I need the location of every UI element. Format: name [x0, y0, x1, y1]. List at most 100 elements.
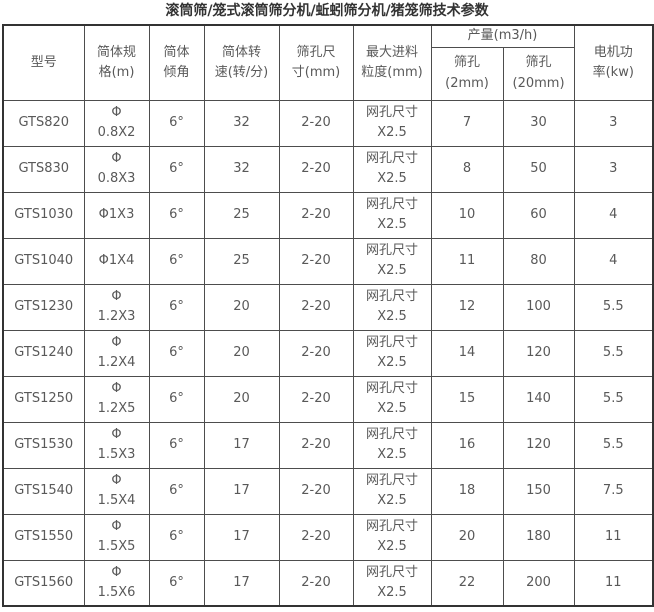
cell-incline: 6° — [148, 467, 205, 515]
cell-model: GTS1540 — [2, 467, 85, 515]
table-row: GTS830 Φ 0.8X3 6° 32 2-20 网孔尺寸 X2.5 8 50 3 — [2, 145, 654, 193]
table-row: GTS820 Φ 0.8X2 6° 32 2-20 网孔尺寸 X2.5 7 30 3 — [2, 99, 654, 147]
cell-output_20mm: 80 — [502, 237, 575, 285]
cell-model: GTS1530 — [2, 421, 85, 469]
cell-speed: 20 — [203, 329, 280, 377]
cell-model: GTS1040 — [2, 237, 85, 285]
table-row: GTS1230 Φ 1.2X3 6° 20 2-20 网孔尺寸 X2.5 12 100 5.5 — [2, 283, 654, 331]
cell-spec: Φ 1.5X3 — [83, 421, 150, 469]
cell-power: 5.5 — [573, 283, 654, 331]
table-body: GTS820 Φ 0.8X2 6° 32 2-20 网孔尺寸 X2.5 7 30 3 GTS830… — [2, 99, 654, 607]
cell-incline: 6° — [148, 237, 205, 285]
cell-incline: 6° — [148, 513, 205, 561]
cell-output_20mm: 200 — [502, 559, 575, 607]
table-row: GTS1240 Φ 1.2X4 6° 20 2-20 网孔尺寸 X2.5 14 120 5.5 — [2, 329, 654, 377]
table-row: GTS1250 Φ 1.2X5 6° 20 2-20 网孔尺寸 X2.5 15 140 5.5 — [2, 375, 654, 423]
cell-spec: Φ 1.5X5 — [83, 513, 150, 561]
col-header-feed: 最大进料 粒度(mm) — [352, 24, 432, 101]
cell-output_20mm: 150 — [502, 467, 575, 515]
cell-hole: 2-20 — [278, 145, 354, 193]
cell-power: 5.5 — [573, 421, 654, 469]
cell-output_20mm: 120 — [502, 421, 575, 469]
cell-power: 3 — [573, 99, 654, 147]
cell-spec: Φ 1.2X5 — [83, 375, 150, 423]
table-row: GTS1550 Φ 1.5X5 6° 17 2-20 网孔尺寸 X2.5 20 180 11 — [2, 513, 654, 561]
cell-hole: 2-20 — [278, 375, 354, 423]
cell-output_2mm: 20 — [430, 513, 504, 561]
cell-output_2mm: 16 — [430, 421, 504, 469]
cell-model: GTS830 — [2, 145, 85, 193]
cell-spec: Φ 0.8X2 — [83, 99, 150, 147]
col-header-output-group: 产量(m3/h) — [430, 24, 575, 48]
cell-hole: 2-20 — [278, 329, 354, 377]
cell-model: GTS1250 — [2, 375, 85, 423]
cell-speed: 17 — [203, 467, 280, 515]
cell-feed: 网孔尺寸 X2.5 — [352, 99, 432, 147]
cell-feed: 网孔尺寸 X2.5 — [352, 237, 432, 285]
cell-model: GTS1230 — [2, 283, 85, 331]
cell-output_20mm: 60 — [502, 191, 575, 239]
cell-feed: 网孔尺寸 X2.5 — [352, 559, 432, 607]
cell-spec: Φ1X3 — [83, 191, 150, 239]
cell-model: GTS1550 — [2, 513, 85, 561]
cell-hole: 2-20 — [278, 237, 354, 285]
cell-output_2mm: 7 — [430, 99, 504, 147]
cell-power: 5.5 — [573, 375, 654, 423]
cell-spec: Φ 0.8X3 — [83, 145, 150, 193]
cell-spec: Φ 1.5X6 — [83, 559, 150, 607]
cell-output_20mm: 30 — [502, 99, 575, 147]
cell-incline: 6° — [148, 421, 205, 469]
col-header-incline: 简体 倾角 — [148, 24, 205, 101]
cell-incline: 6° — [148, 145, 205, 193]
cell-output_2mm: 14 — [430, 329, 504, 377]
cell-model: GTS1560 — [2, 559, 85, 607]
col-header-speed: 简体转 速(转/分) — [203, 24, 280, 101]
col-header-model: 型号 — [2, 24, 85, 101]
cell-output_2mm: 22 — [430, 559, 504, 607]
cell-power: 4 — [573, 237, 654, 285]
cell-output_20mm: 120 — [502, 329, 575, 377]
cell-incline: 6° — [148, 375, 205, 423]
col-header-hole: 筛孔尺 寸(mm) — [278, 24, 354, 101]
col-header-output-20mm: 筛孔 (20mm) — [502, 46, 575, 101]
cell-speed: 20 — [203, 375, 280, 423]
cell-feed: 网孔尺寸 X2.5 — [352, 421, 432, 469]
cell-speed: 17 — [203, 513, 280, 561]
cell-feed: 网孔尺寸 X2.5 — [352, 283, 432, 331]
header-row-sub: 筛孔 (2mm) 筛孔 (20mm) — [3, 46, 653, 101]
header-row-top: 型号 简体规 格(m) 简体 倾角 简体转 速(转/分) 筛孔尺 寸(mm) 最… — [2, 24, 654, 101]
cell-output_20mm: 140 — [502, 375, 575, 423]
cell-spec: Φ1X4 — [83, 237, 150, 285]
cell-output_2mm: 15 — [430, 375, 504, 423]
cell-output_2mm: 11 — [430, 237, 504, 285]
cell-spec: Φ 1.5X4 — [83, 467, 150, 515]
cell-hole: 2-20 — [278, 99, 354, 147]
cell-feed: 网孔尺寸 X2.5 — [352, 513, 432, 561]
cell-output_20mm: 180 — [502, 513, 575, 561]
cell-power: 4 — [573, 191, 654, 239]
col-header-output-2mm: 筛孔 (2mm) — [430, 46, 504, 101]
cell-output_2mm: 12 — [430, 283, 504, 331]
cell-feed: 网孔尺寸 X2.5 — [352, 467, 432, 515]
table-row: GTS1530 Φ 1.5X3 6° 17 2-20 网孔尺寸 X2.5 16 120 5.5 — [2, 421, 654, 469]
table-row: GTS1560 Φ 1.5X6 6° 17 2-20 网孔尺寸 X2.5 22 200 11 — [2, 559, 654, 607]
cell-speed: 20 — [203, 283, 280, 331]
cell-incline: 6° — [148, 329, 205, 377]
cell-model: GTS1030 — [2, 191, 85, 239]
col-header-power: 电机功 率(kw) — [573, 24, 654, 101]
cell-speed: 17 — [203, 559, 280, 607]
page-title: 滚筒筛/笼式滚筒筛分机/蚯蚓筛分机/猪笼筛技术参数 — [165, 3, 489, 19]
table-header: 型号 简体规 格(m) 简体 倾角 简体转 速(转/分) 筛孔尺 寸(mm) 最… — [2, 24, 654, 101]
cell-hole: 2-20 — [278, 513, 354, 561]
cell-power: 3 — [573, 145, 654, 193]
cell-model: GTS820 — [2, 99, 85, 147]
cell-power: 5.5 — [573, 329, 654, 377]
cell-feed: 网孔尺寸 X2.5 — [352, 191, 432, 239]
cell-output_2mm: 8 — [430, 145, 504, 193]
table-row: GTS1540 Φ 1.5X4 6° 17 2-20 网孔尺寸 X2.5 18 150 7.5 — [2, 467, 654, 515]
cell-output_20mm: 50 — [502, 145, 575, 193]
col-header-spec: 简体规 格(m) — [83, 24, 150, 101]
cell-power: 11 — [573, 559, 654, 607]
cell-hole: 2-20 — [278, 559, 354, 607]
cell-hole: 2-20 — [278, 283, 354, 331]
